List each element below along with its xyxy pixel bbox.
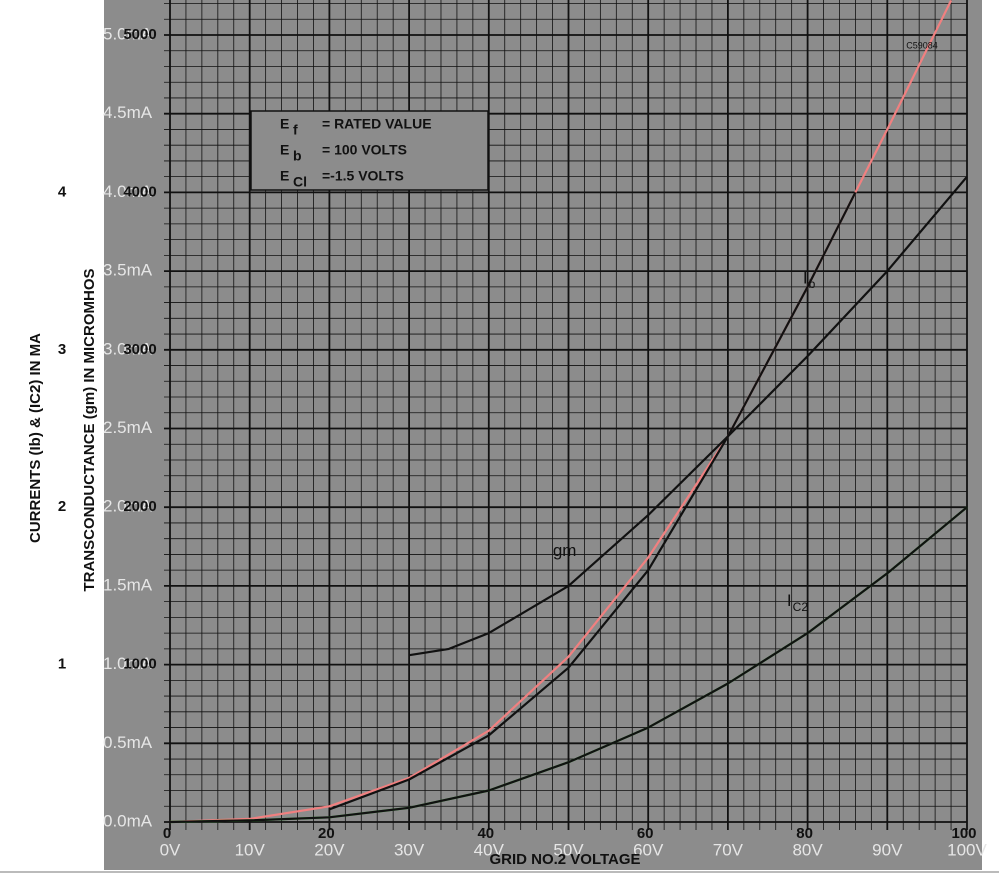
y-tick-label: 0.5mA bbox=[103, 733, 153, 752]
y-tick-label: 4.0mA bbox=[103, 182, 153, 201]
x-tick-label: 0V bbox=[160, 840, 181, 859]
y-tick-label: 3.0mA bbox=[103, 339, 153, 358]
condition-symbol: E bbox=[280, 116, 289, 132]
x-tick-label: 20V bbox=[314, 840, 345, 859]
y-tick-label: 2.5mA bbox=[103, 418, 153, 437]
x-printed-tick-label: 0 bbox=[163, 825, 171, 842]
y-axis-label: CURRENTS (Ib) & (IC2) IN MA bbox=[27, 333, 44, 543]
y-tick-label: 1.5mA bbox=[103, 575, 153, 594]
curve-label-sub: b bbox=[809, 277, 816, 291]
y2-tick-label: 1000 bbox=[123, 656, 156, 673]
condition-sub: f bbox=[293, 122, 298, 138]
condition-sub: Cl bbox=[293, 174, 307, 190]
x-tick-label: 100V bbox=[947, 840, 987, 859]
y-tick-label: 2.0mA bbox=[103, 497, 153, 516]
condition-text: = 100 VOLTS bbox=[322, 142, 407, 158]
grid bbox=[164, 0, 968, 830]
x-printed-tick-label: 20 bbox=[318, 825, 335, 842]
condition-text: = RATED VALUE bbox=[322, 116, 432, 132]
y2-tick-label: 2000 bbox=[123, 498, 156, 515]
y2-tick-label: 4000 bbox=[123, 183, 156, 200]
x-axis-label: GRID NO.2 VOLTAGE bbox=[489, 851, 640, 868]
curve-label-sub: C2 bbox=[793, 600, 809, 614]
current-tick-label: 4 bbox=[58, 183, 67, 200]
curve-label: I bbox=[803, 268, 808, 287]
y-tick-label: 1.0mA bbox=[103, 654, 153, 673]
x-tick-label: 30V bbox=[394, 840, 425, 859]
condition-sub: b bbox=[293, 148, 302, 164]
x-tick-label: 90V bbox=[872, 840, 903, 859]
code-label: C59084 bbox=[906, 40, 938, 50]
x-tick-label: 70V bbox=[713, 840, 744, 859]
condition-symbol: E bbox=[280, 168, 289, 184]
x-tick-label: 40V bbox=[474, 840, 505, 859]
curve-label: gm bbox=[553, 541, 577, 560]
x-tick-label: 10V bbox=[235, 840, 266, 859]
y-tick-label: 5.0mA bbox=[103, 24, 153, 43]
y2-tick-label: 5000 bbox=[123, 26, 156, 43]
x-tick-label: 60V bbox=[633, 840, 664, 859]
y2-axis-label: TRANSCONDUCTANCE (gm) IN MICROMHOS bbox=[81, 268, 98, 591]
y2-tick-label: 3000 bbox=[123, 341, 156, 358]
current-tick-label: 2 bbox=[58, 498, 66, 515]
condition-text: =-1.5 VOLTS bbox=[322, 168, 404, 184]
legend-box bbox=[250, 110, 489, 191]
plot-background bbox=[104, 0, 982, 870]
axes: 0V 10V 20V 30V 40V 50V 60V 70V 80V 90V 100V 0 20 40 60… bbox=[58, 24, 988, 859]
curve bbox=[408, 175, 968, 657]
y-tick-label: 3.5mA bbox=[103, 261, 153, 280]
y-tick-label: 0.0mA bbox=[103, 811, 153, 830]
x-tick-label: 50V bbox=[553, 840, 584, 859]
x-printed-tick-label: 40 bbox=[477, 825, 494, 842]
curve bbox=[169, 506, 968, 824]
curve-label: I bbox=[787, 591, 792, 610]
curve bbox=[329, 191, 857, 811]
x-printed-tick-label: 100 bbox=[951, 825, 976, 842]
condition-symbol: E bbox=[280, 142, 289, 158]
x-tick-label: 80V bbox=[792, 840, 823, 859]
y-tick-label: 4.5mA bbox=[103, 103, 153, 122]
x-printed-tick-label: 80 bbox=[796, 825, 813, 842]
current-tick-label: 1 bbox=[58, 656, 66, 673]
current-tick-label: 3 bbox=[58, 341, 66, 358]
x-printed-tick-label: 60 bbox=[637, 825, 654, 842]
